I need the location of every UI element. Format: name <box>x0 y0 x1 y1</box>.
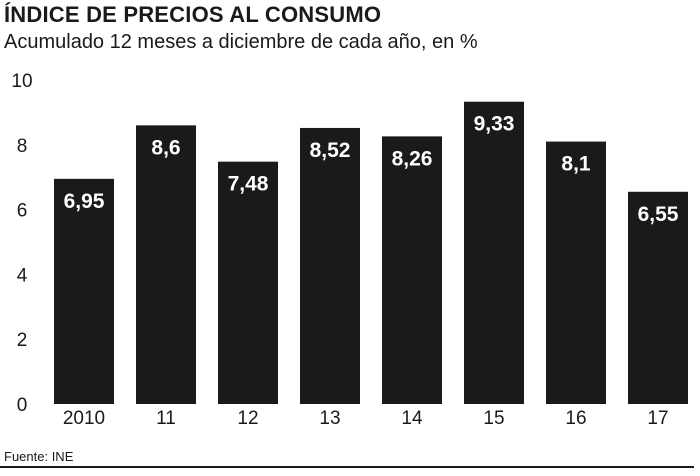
y-tick-label: 0 <box>17 395 28 416</box>
bottom-rule <box>0 466 694 468</box>
bar-value-label: 8,1 <box>561 153 591 176</box>
bar <box>628 191 688 404</box>
x-tick-label: 12 <box>237 408 258 429</box>
y-tick-label: 10 <box>11 71 32 92</box>
bar <box>218 161 278 404</box>
bar-value-label: 8,26 <box>392 147 433 170</box>
bar <box>54 178 114 404</box>
bar-value-label: 8,6 <box>151 136 180 159</box>
bar-value-label: 6,95 <box>64 190 105 213</box>
x-tick-label: 15 <box>483 408 504 429</box>
y-tick-label: 8 <box>17 136 28 157</box>
bar-chart: 0 2 4 6 8 10 6,95 2010 8,6 11 7,48 12 8,52 13 8,26 14 9,… <box>11 71 688 429</box>
x-tick-label: 11 <box>156 408 176 429</box>
x-tick-label: 14 <box>401 408 423 429</box>
x-tick-label: 13 <box>319 408 340 429</box>
chart-title: ÍNDICE DE PRECIOS AL CONSUMO <box>4 2 382 27</box>
bar-value-label: 8,52 <box>310 139 351 162</box>
bar-value-label: 9,33 <box>474 113 515 136</box>
bar <box>300 127 360 405</box>
y-tick-label: 2 <box>17 330 28 351</box>
x-tick-label: 16 <box>565 408 586 429</box>
x-tick-label: 17 <box>647 408 668 429</box>
bar <box>136 125 196 405</box>
bar-value-label: 6,55 <box>638 203 679 226</box>
bar-value-label: 7,48 <box>228 173 269 196</box>
x-tick-label: 2010 <box>63 408 105 429</box>
bar <box>546 141 606 404</box>
bar <box>382 136 442 404</box>
bar <box>464 101 524 404</box>
y-tick-label: 6 <box>17 201 28 222</box>
source-note: Fuente: INE <box>4 449 74 464</box>
chart-subtitle: Acumulado 12 meses a diciembre de cada a… <box>4 31 478 53</box>
y-tick-label: 4 <box>17 265 28 286</box>
